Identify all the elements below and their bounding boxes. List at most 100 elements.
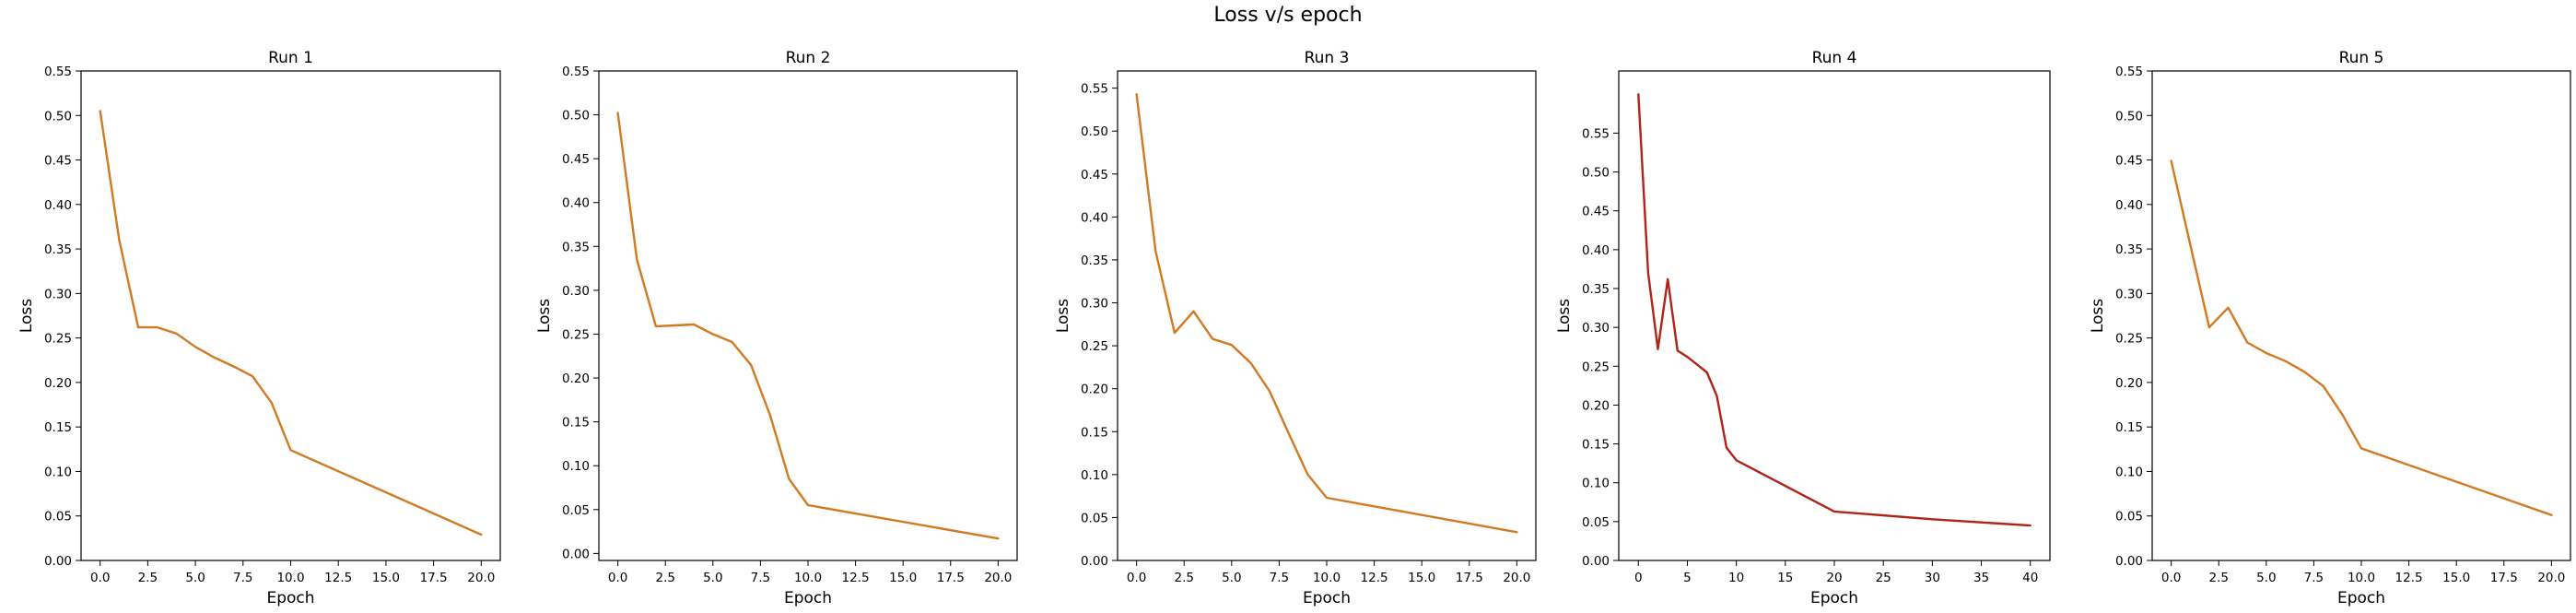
x-tick-label: 5 bbox=[1683, 571, 1692, 585]
y-tick-label: 0.10 bbox=[1081, 468, 1108, 483]
data-point bbox=[1287, 432, 1290, 434]
y-tick-label: 0.50 bbox=[1582, 166, 1610, 181]
data-point bbox=[2208, 326, 2210, 328]
data-point bbox=[213, 357, 216, 359]
x-tick-label: 25 bbox=[1876, 571, 1891, 585]
y-tick-label: 0.00 bbox=[562, 547, 590, 561]
x-tick-label: 17.5 bbox=[2490, 571, 2518, 585]
data-point bbox=[1516, 531, 1518, 534]
data-point bbox=[2029, 525, 2032, 526]
data-point bbox=[194, 346, 196, 348]
data-point bbox=[997, 537, 1000, 540]
data-point bbox=[2170, 159, 2172, 162]
x-tick-label: 12.5 bbox=[324, 571, 352, 585]
data-point bbox=[1212, 337, 1213, 340]
y-tick-label: 0.35 bbox=[44, 242, 72, 257]
data-point bbox=[156, 326, 158, 328]
data-point bbox=[1667, 278, 1669, 280]
y-tick-label: 0.15 bbox=[44, 420, 72, 435]
x-tick-label: 0.0 bbox=[608, 571, 627, 585]
x-tick-label: 2.5 bbox=[1174, 571, 1193, 585]
y-tick-label: 0.25 bbox=[562, 327, 590, 342]
loss-line-run-4 bbox=[1637, 93, 2032, 527]
x-tick-label: 10.0 bbox=[794, 571, 822, 585]
y-tick-label: 0.20 bbox=[2115, 376, 2143, 391]
y-tick-label: 0.15 bbox=[562, 416, 590, 430]
x-tick-label: 15.0 bbox=[372, 571, 400, 585]
y-tick-label: 0.35 bbox=[2115, 242, 2143, 257]
y-tick-label: 0.05 bbox=[2115, 510, 2143, 525]
y-tick-label: 0.10 bbox=[562, 459, 590, 474]
x-tick-label: 5.0 bbox=[2256, 571, 2276, 585]
data-point bbox=[118, 239, 121, 242]
x-tick-label: 17.5 bbox=[937, 571, 965, 585]
x-tick-label: 20.0 bbox=[1503, 571, 1530, 585]
chart-title-run-4: Run 4 bbox=[1812, 49, 1857, 67]
data-point bbox=[750, 363, 752, 366]
data-point bbox=[252, 375, 253, 377]
y-tick-label: 0.20 bbox=[1081, 383, 1108, 397]
data-point bbox=[232, 365, 235, 368]
data-point bbox=[1735, 459, 1738, 462]
data-point bbox=[1326, 497, 1328, 499]
data-point bbox=[2341, 413, 2344, 416]
data-point bbox=[1686, 356, 1689, 358]
y-tick-label: 0.55 bbox=[1582, 126, 1610, 141]
y-tick-label: 0.55 bbox=[44, 65, 72, 79]
y-tick-label: 0.00 bbox=[1081, 554, 1108, 569]
y-tick-label: 0.30 bbox=[2115, 287, 2143, 301]
axes-frame-run-5 bbox=[2151, 70, 2571, 561]
y-tick-label: 0.20 bbox=[562, 371, 590, 386]
data-point bbox=[1154, 250, 1157, 253]
y-tick-label: 0.05 bbox=[1081, 511, 1108, 525]
data-point bbox=[480, 534, 483, 536]
y-axis-label-run-1: Loss bbox=[18, 299, 36, 333]
data-point bbox=[1705, 371, 1708, 373]
x-tick-label: 35 bbox=[1973, 571, 1989, 585]
x-tick-label: 10.0 bbox=[276, 571, 304, 585]
x-tick-label: 17.5 bbox=[1456, 571, 1483, 585]
x-tick-label: 5.0 bbox=[185, 571, 205, 585]
data-point bbox=[1677, 349, 1679, 352]
y-tick-label: 0.50 bbox=[562, 109, 590, 124]
data-point bbox=[693, 324, 695, 325]
data-point bbox=[616, 112, 619, 114]
data-point bbox=[2266, 352, 2267, 354]
axes-frame-run-1 bbox=[80, 70, 501, 561]
y-tick-label: 0.30 bbox=[562, 284, 590, 299]
data-point bbox=[289, 449, 292, 452]
y-tick-label: 0.30 bbox=[1081, 297, 1108, 312]
x-axis-label-run-5: Epoch bbox=[2337, 589, 2385, 607]
data-point bbox=[1715, 395, 1718, 397]
data-point bbox=[636, 258, 638, 261]
data-point bbox=[1231, 344, 1233, 346]
loss-line-run-1 bbox=[99, 110, 483, 536]
x-tick-label: 10.0 bbox=[1313, 571, 1341, 585]
y-tick-label: 0.20 bbox=[44, 376, 72, 391]
chart-title-run-1: Run 1 bbox=[268, 49, 313, 67]
x-tick-label: 15 bbox=[1777, 571, 1793, 585]
x-tick-label: 0 bbox=[1634, 571, 1643, 585]
y-tick-label: 0.30 bbox=[1582, 321, 1610, 336]
y-tick-label: 0.40 bbox=[562, 196, 590, 211]
y-tick-label: 0.35 bbox=[1582, 282, 1610, 297]
x-tick-label: 17.5 bbox=[420, 571, 448, 585]
data-point bbox=[1726, 446, 1727, 449]
y-tick-label: 0.55 bbox=[562, 65, 590, 79]
y-tick-label: 0.25 bbox=[2115, 332, 2143, 347]
x-tick-label: 5.0 bbox=[703, 571, 722, 585]
data-point bbox=[1249, 361, 1252, 364]
data-point bbox=[1269, 390, 1270, 393]
data-point bbox=[1135, 93, 1138, 95]
y-tick-label: 0.25 bbox=[44, 332, 72, 347]
y-tick-label: 0.15 bbox=[1582, 438, 1610, 453]
x-tick-label: 0.0 bbox=[2161, 571, 2181, 585]
y-tick-label: 0.40 bbox=[1081, 210, 1108, 225]
x-tick-label: 10 bbox=[1728, 571, 1744, 585]
y-tick-label: 0.15 bbox=[1081, 425, 1108, 440]
loss-line-run-5 bbox=[2170, 159, 2553, 516]
data-point bbox=[1657, 348, 1659, 350]
y-tick-label: 0.00 bbox=[2115, 554, 2143, 569]
data-point bbox=[1192, 311, 1195, 312]
